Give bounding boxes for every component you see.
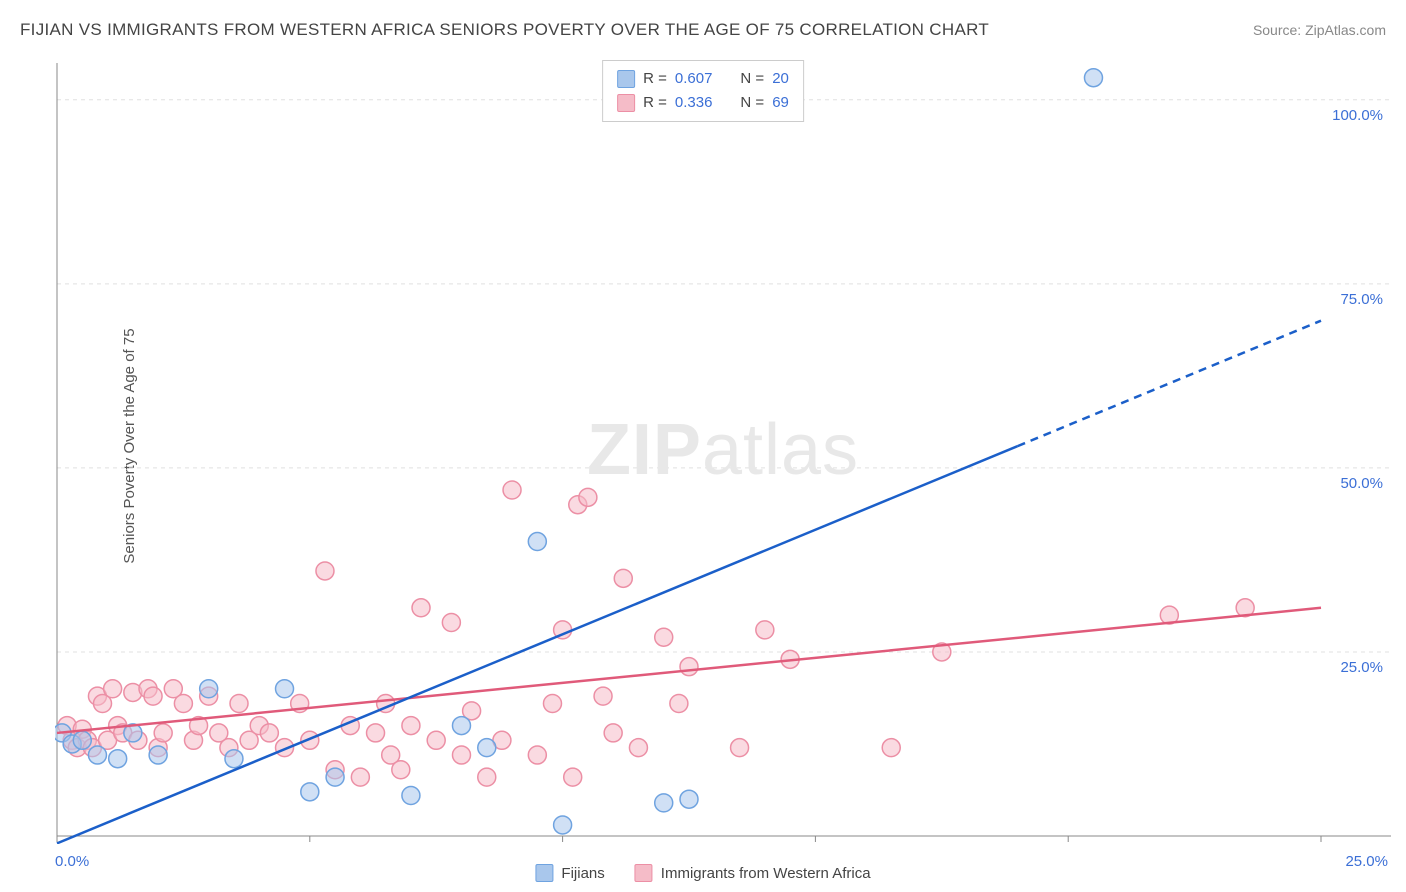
legend-item-series2: Immigrants from Western Africa <box>635 864 871 882</box>
swatch-series2-bottom <box>635 864 653 882</box>
r-value-series2: 0.336 <box>675 91 713 115</box>
svg-text:50.0%: 50.0% <box>1340 475 1383 492</box>
bottom-legend: Fijians Immigrants from Western Africa <box>535 864 870 882</box>
svg-text:100.0%: 100.0% <box>1332 107 1383 124</box>
x-tick-max: 25.0% <box>1345 853 1388 870</box>
legend-item-series1: Fijians <box>535 864 604 882</box>
scatter-chart: 25.0% 50.0% 75.0% 100.0% <box>55 55 1391 844</box>
swatch-series1 <box>617 70 635 88</box>
plot-area: 25.0%50.0%75.0%100.0% ZIPatlas <box>55 55 1391 844</box>
source-attribution: Source: ZipAtlas.com <box>1253 22 1386 38</box>
svg-text:75.0%: 75.0% <box>1340 291 1383 308</box>
legend-label-series2: Immigrants from Western Africa <box>661 865 871 882</box>
swatch-series1-bottom <box>535 864 553 882</box>
svg-text:25.0%: 25.0% <box>1340 659 1383 676</box>
x-tick-min: 0.0% <box>55 853 89 870</box>
stats-row-series2: R = 0.336 N = 69 <box>617 91 789 115</box>
legend-label-series1: Fijians <box>561 865 604 882</box>
r-value-series1: 0.607 <box>675 67 713 91</box>
chart-title: FIJIAN VS IMMIGRANTS FROM WESTERN AFRICA… <box>20 20 989 40</box>
n-value-series1: 20 <box>772 67 789 91</box>
stats-legend: R = 0.607 N = 20 R = 0.336 N = 69 <box>602 60 804 122</box>
swatch-series2 <box>617 94 635 112</box>
stats-row-series1: R = 0.607 N = 20 <box>617 67 789 91</box>
n-value-series2: 69 <box>772 91 789 115</box>
